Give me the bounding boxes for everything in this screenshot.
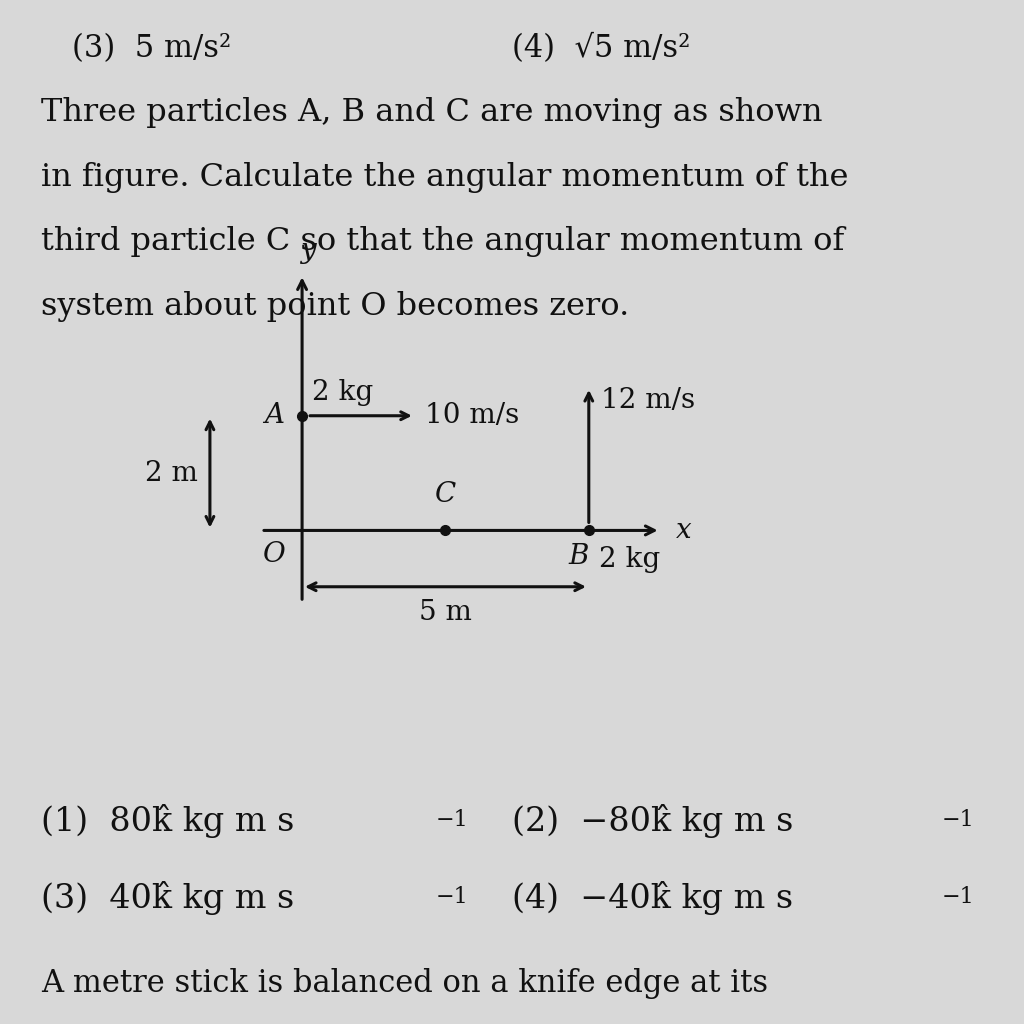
Text: 2 kg: 2 kg <box>312 379 374 406</box>
Text: 2 kg: 2 kg <box>599 546 660 572</box>
Text: (4)  √5 m/s²: (4) √5 m/s² <box>512 33 690 63</box>
Text: A: A <box>263 402 284 429</box>
Text: x: x <box>676 517 691 544</box>
Text: 2 m: 2 m <box>144 460 198 486</box>
Text: y: y <box>300 238 316 264</box>
Text: (4)  −40k̂ kg m s: (4) −40k̂ kg m s <box>512 881 794 914</box>
Text: C: C <box>435 481 456 508</box>
Text: 5 m: 5 m <box>419 599 472 626</box>
Text: third particle C so that the angular momentum of: third particle C so that the angular mom… <box>41 226 845 257</box>
Text: (1)  80k̂ kg m s: (1) 80k̂ kg m s <box>41 804 294 838</box>
Text: O: O <box>263 541 286 567</box>
Text: −1: −1 <box>435 886 468 907</box>
Text: −1: −1 <box>942 809 975 830</box>
Text: (3)  5 m/s²: (3) 5 m/s² <box>72 33 231 63</box>
Text: Three particles A, B and C are moving as shown: Three particles A, B and C are moving as… <box>41 97 822 128</box>
Text: A metre stick is balanced on a knife edge at its: A metre stick is balanced on a knife edg… <box>41 968 768 998</box>
Text: 12 m/s: 12 m/s <box>601 387 695 414</box>
Text: −1: −1 <box>942 886 975 907</box>
Text: B: B <box>568 543 589 569</box>
Text: −1: −1 <box>435 809 468 830</box>
Text: (2)  −80k̂ kg m s: (2) −80k̂ kg m s <box>512 804 794 838</box>
Text: system about point O becomes zero.: system about point O becomes zero. <box>41 291 629 322</box>
Text: (3)  40k̂ kg m s: (3) 40k̂ kg m s <box>41 881 294 914</box>
Text: in figure. Calculate the angular momentum of the: in figure. Calculate the angular momentu… <box>41 162 849 193</box>
Text: 10 m/s: 10 m/s <box>425 402 519 429</box>
